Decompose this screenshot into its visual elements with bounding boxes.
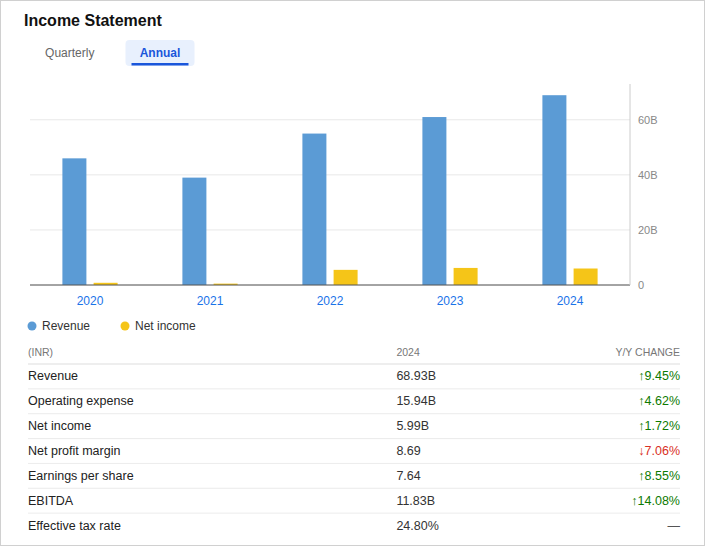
table-label: Net income bbox=[28, 419, 91, 433]
y-axis bbox=[630, 84, 631, 285]
x-tick-label: 2022 bbox=[317, 294, 344, 308]
y-tick-label: 60B bbox=[638, 114, 658, 126]
table-separator bbox=[28, 413, 680, 414]
table-separator bbox=[28, 488, 680, 489]
bar bbox=[542, 95, 566, 285]
table-value: 11.83B bbox=[396, 494, 435, 508]
y-tick-label: 0 bbox=[638, 279, 644, 291]
title: Income Statement bbox=[24, 12, 162, 29]
table-value: 68.93B bbox=[396, 369, 436, 383]
table-header: 2024 bbox=[396, 346, 420, 358]
table-value: 7.64 bbox=[396, 469, 420, 483]
card bbox=[1, 1, 705, 546]
page: Income Statement Quarterly Annual 0 20B 40B 60… bbox=[0, 0, 705, 546]
grid-line bbox=[30, 285, 630, 286]
table-value: 5.99B bbox=[396, 419, 429, 433]
table-separator bbox=[28, 438, 680, 439]
table-separator bbox=[28, 513, 680, 514]
x-tick-label: 2023 bbox=[437, 294, 464, 308]
grid-line bbox=[30, 229, 630, 230]
tab-label[interactable]: Annual bbox=[140, 46, 181, 60]
legend: Revenue Net income bbox=[28, 319, 197, 333]
table-header: Y/Y CHANGE bbox=[615, 346, 680, 358]
table-label: Earnings per share bbox=[28, 469, 134, 483]
tab[interactable]: Annual bbox=[126, 40, 195, 66]
table-divider bbox=[28, 364, 680, 365]
bar bbox=[302, 134, 326, 285]
table-value: 8.69 bbox=[396, 444, 420, 458]
bar bbox=[334, 270, 358, 285]
bar bbox=[62, 158, 86, 285]
table-label: Revenue bbox=[28, 369, 78, 383]
table-change: — bbox=[668, 519, 681, 533]
grid-line bbox=[30, 119, 630, 120]
tab[interactable]: Quarterly bbox=[45, 46, 94, 60]
table-value: 15.94B bbox=[396, 394, 436, 408]
y-tick-label: 20B bbox=[638, 224, 658, 236]
table: (INR) 2024 Y/Y CHANGE Revenue 68.93B ↑9.45% Op… bbox=[28, 346, 681, 533]
x-axis bbox=[30, 285, 630, 286]
grid-line bbox=[30, 174, 630, 175]
table-value: 24.80% bbox=[396, 519, 438, 533]
tab-underline bbox=[132, 63, 189, 66]
table-change: ↑8.55% bbox=[638, 469, 680, 483]
table-separator bbox=[28, 388, 680, 389]
bar bbox=[422, 117, 446, 285]
bar bbox=[454, 268, 478, 285]
x-tick-label: 2020 bbox=[77, 294, 104, 308]
table-label: Effective tax rate bbox=[28, 519, 121, 533]
table-label: Net profit margin bbox=[28, 444, 120, 458]
table-label: Operating expense bbox=[28, 394, 134, 408]
tab-background bbox=[126, 40, 195, 66]
bar bbox=[574, 269, 598, 285]
legend-swatch bbox=[121, 322, 130, 331]
table-label: EBITDA bbox=[28, 494, 74, 508]
table-change: ↓7.06% bbox=[638, 444, 680, 458]
bars bbox=[62, 95, 597, 285]
x-tick-label: 2021 bbox=[197, 294, 224, 308]
tab-label[interactable]: Quarterly bbox=[45, 46, 94, 60]
legend-label: Net income bbox=[135, 319, 196, 333]
table-change: ↑1.72% bbox=[638, 419, 680, 433]
legend-swatch bbox=[28, 322, 37, 331]
x-tick-label: 2024 bbox=[557, 294, 584, 308]
legend-label: Revenue bbox=[42, 319, 90, 333]
table-change: ↑14.08% bbox=[631, 494, 680, 508]
table-header: (INR) bbox=[28, 346, 53, 358]
table-change: ↑4.62% bbox=[638, 394, 680, 408]
table-change: ↑9.45% bbox=[638, 369, 680, 383]
bar bbox=[182, 178, 206, 285]
grid bbox=[30, 120, 630, 285]
table-separator bbox=[28, 463, 680, 464]
y-tick-label: 40B bbox=[638, 169, 658, 181]
